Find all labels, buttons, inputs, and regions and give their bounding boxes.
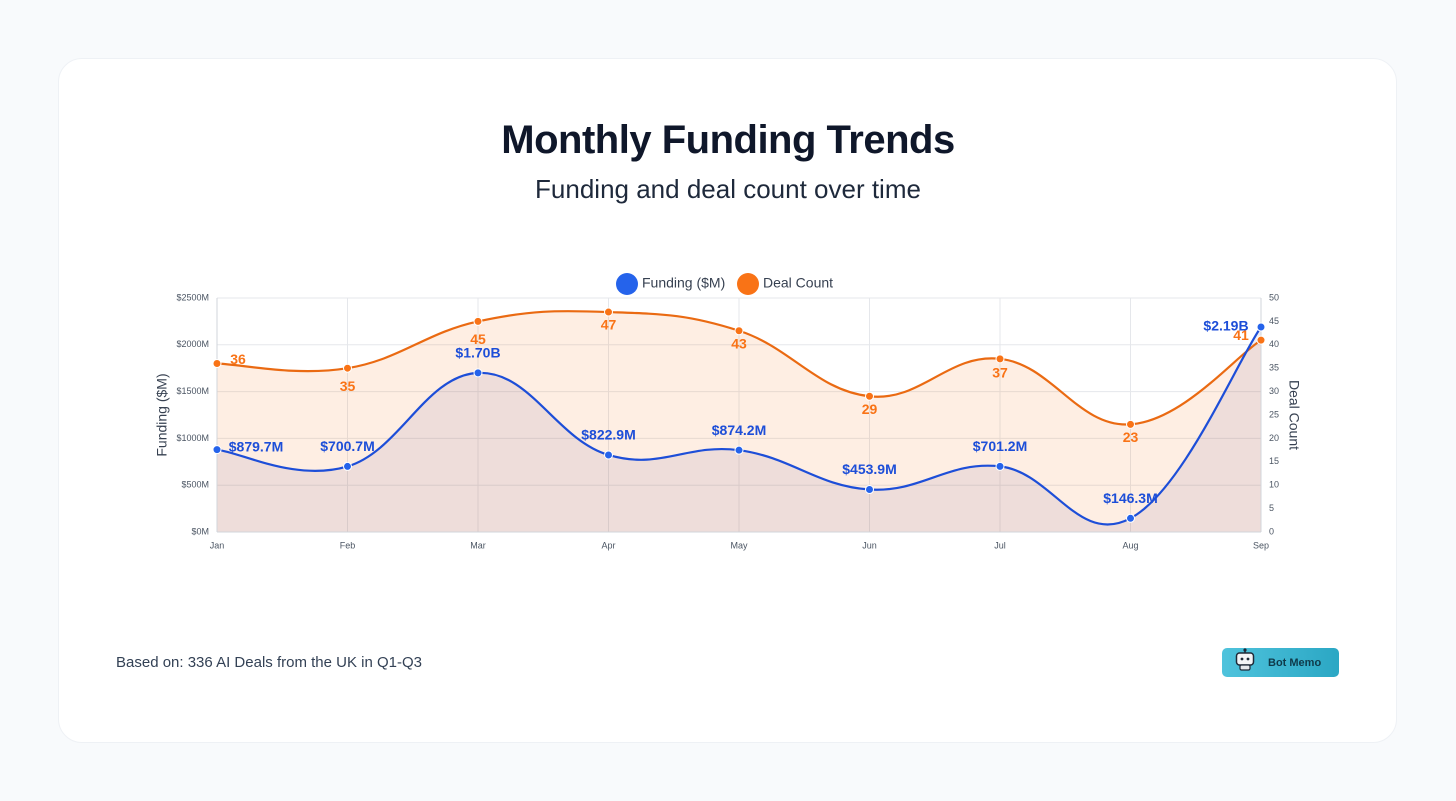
- deal-count-point: [1256, 335, 1266, 345]
- page-subtitle: Funding and deal count over time: [535, 174, 921, 204]
- funding-point: [1256, 322, 1266, 332]
- funding-data-label: $879.7M: [229, 438, 283, 454]
- brand-label: Bot Memo: [1268, 656, 1322, 669]
- footnote: Based on: 336 AI Deals from the UK in Q1…: [116, 654, 422, 671]
- funding-data-label: $2.19B: [1203, 318, 1248, 334]
- y-left-tick-label: $2500M: [176, 292, 209, 302]
- funding-point: [995, 461, 1005, 471]
- funding-data-label: $453.9M: [842, 461, 896, 477]
- deal-count-data-label: 45: [470, 331, 486, 347]
- funding-point: [604, 450, 613, 460]
- y-right-tick-label: 35: [1269, 363, 1279, 373]
- y-right-tick-label: 40: [1269, 339, 1279, 349]
- y-right-tick-label: 20: [1269, 433, 1279, 443]
- deal-count-point: [343, 363, 352, 373]
- y-right-tick-label: 25: [1269, 409, 1279, 419]
- deal-count-area: [217, 311, 1261, 532]
- y-right-tick-label: 10: [1269, 480, 1279, 490]
- x-tick-label: Feb: [340, 540, 356, 550]
- page-title: Monthly Funding Trends: [501, 118, 955, 162]
- y-left-tick-label: $500M: [181, 480, 209, 490]
- y-left-tick-label: $1000M: [176, 433, 209, 443]
- funding-point: [343, 461, 352, 471]
- deal-count-point: [865, 391, 874, 401]
- deal-count-data-label: 37: [992, 365, 1008, 381]
- y-left-tick-label: $2000M: [176, 339, 209, 349]
- funding-data-label: $874.2M: [712, 422, 766, 438]
- x-tick-label: Jul: [994, 540, 1006, 550]
- funding-point: [473, 368, 483, 378]
- deal-count-data-label: 41: [1233, 327, 1249, 343]
- deal-count-point: [1126, 419, 1135, 429]
- brand-badge[interactable]: Bot Memo: [1222, 648, 1339, 677]
- deal-count-point: [734, 326, 744, 336]
- deal-count-data-label: 23: [1123, 429, 1139, 445]
- legend-funding-label: Funding ($M): [642, 275, 725, 291]
- deal-count-line: [216, 310, 1262, 426]
- funding-data-label: $146.3M: [1103, 490, 1157, 506]
- funding-data-label: $822.9M: [581, 427, 635, 443]
- y-right-tick-label: 0: [1269, 526, 1274, 536]
- deal-count-data-label: 35: [340, 378, 356, 394]
- funding-point: [212, 445, 222, 455]
- robot-icon: [1234, 648, 1256, 677]
- chart-card: [58, 58, 1397, 743]
- funding-point: [734, 445, 744, 455]
- y-right-tick-label: 5: [1269, 503, 1274, 513]
- y-right-tick-label: 15: [1269, 456, 1279, 466]
- deal-count-point: [604, 307, 613, 317]
- x-tick-label: Jun: [862, 540, 877, 550]
- x-tick-label: Sep: [1253, 540, 1269, 550]
- deal-count-point: [212, 359, 222, 369]
- funding-data-label: $700.7M: [320, 438, 374, 454]
- y-right-tick-label: 50: [1269, 292, 1279, 302]
- y-right-axis-title: Deal Count: [1286, 380, 1302, 450]
- funding-line: [216, 326, 1262, 526]
- funding-area: [217, 327, 1261, 532]
- y-left-tick-label: $0M: [191, 526, 209, 536]
- x-tick-label: Mar: [470, 540, 486, 550]
- x-tick-label: Jan: [210, 540, 225, 550]
- y-left-axis-title: Funding ($M): [154, 373, 170, 456]
- x-tick-label: Apr: [601, 540, 615, 550]
- y-left-tick-label: $1500M: [176, 386, 209, 396]
- x-tick-label: Aug: [1122, 540, 1138, 550]
- funding-data-label: $701.2M: [973, 438, 1027, 454]
- deal-count-data-label: 47: [601, 317, 617, 333]
- legend-deal-count-label: Deal Count: [763, 275, 833, 291]
- y-right-tick-label: 30: [1269, 386, 1279, 396]
- funding-data-label: $1.70B: [455, 345, 500, 361]
- deal-count-data-label: 36: [230, 351, 246, 367]
- legend-funding-swatch: [616, 273, 638, 295]
- deal-count-data-label: 29: [862, 401, 878, 417]
- deal-count-data-label: 43: [731, 335, 747, 351]
- y-right-tick-label: 45: [1269, 316, 1279, 326]
- deal-count-point: [473, 316, 483, 326]
- funding-point: [865, 485, 874, 495]
- legend-deal-count-swatch: [737, 273, 759, 295]
- x-tick-label: May: [730, 540, 748, 550]
- funding-point: [1126, 513, 1135, 523]
- deal-count-point: [995, 354, 1005, 364]
